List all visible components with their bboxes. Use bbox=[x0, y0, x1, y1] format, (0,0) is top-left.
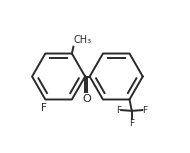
Text: F: F bbox=[41, 103, 47, 113]
Text: O: O bbox=[82, 94, 91, 104]
Text: CH₃: CH₃ bbox=[74, 35, 92, 45]
Text: F: F bbox=[142, 106, 147, 115]
Text: F: F bbox=[116, 106, 121, 115]
Text: F: F bbox=[129, 119, 134, 128]
